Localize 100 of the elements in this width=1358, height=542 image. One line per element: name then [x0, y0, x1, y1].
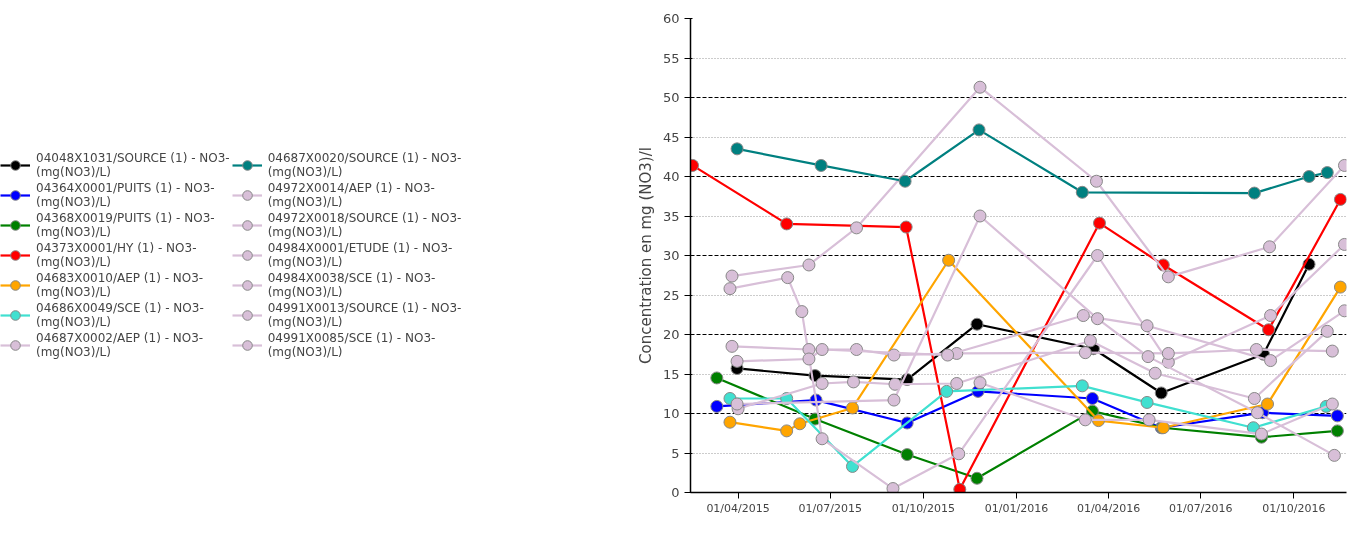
- y-tick-label: 0: [671, 485, 680, 500]
- point: [1154, 386, 1168, 400]
- y-tick-label: 55: [662, 50, 680, 66]
- y-tick-label: 60: [662, 11, 680, 26]
- point: [815, 376, 829, 390]
- point: [1140, 395, 1154, 409]
- legend-label: 04683X0010/AEP (1) - NO3- (mg(NO3)/L): [36, 271, 204, 299]
- point: [730, 354, 744, 368]
- point: [953, 482, 967, 493]
- y-tick-label: 25: [662, 287, 680, 303]
- point: [723, 282, 737, 296]
- point: [815, 432, 829, 446]
- y-tick-label: 45: [662, 129, 680, 145]
- point: [795, 305, 809, 319]
- point: [973, 80, 987, 94]
- x-tick-label: 01/07/2015: [798, 501, 862, 515]
- point: [780, 217, 794, 231]
- point: [942, 253, 956, 267]
- point: [886, 482, 900, 493]
- legend-label: 04368X0019/PUITS (1) - NO3- (mg(NO3)/L): [36, 211, 215, 239]
- y-axis-title: Concentration en mg (NO3)/l: [636, 147, 655, 364]
- point: [888, 377, 902, 391]
- x-tick-label: 01/01/2016: [984, 501, 1049, 515]
- point: [1161, 346, 1175, 360]
- y-tick-label: 35: [662, 208, 680, 224]
- point: [1090, 312, 1104, 326]
- point: [1078, 346, 1092, 360]
- point: [1330, 424, 1344, 438]
- point: [1075, 185, 1089, 199]
- point: [725, 339, 739, 353]
- point: [1161, 270, 1175, 284]
- point: [1333, 192, 1347, 206]
- point: [973, 209, 987, 223]
- point: [1089, 174, 1103, 188]
- legend-label: 04687X0002/AEP (1) - NO3- (mg(NO3)/L): [36, 331, 204, 359]
- point: [898, 174, 912, 188]
- point: [1148, 366, 1162, 380]
- point: [780, 424, 794, 438]
- point: [1247, 186, 1261, 200]
- legend-label: 04687X0020/SOURCE (1) - NO3- (mg(NO3)/L): [267, 151, 462, 179]
- point: [1325, 344, 1339, 358]
- legend-label: 04686X0049/SCE (1) - NO3- (mg(NO3)/L): [36, 301, 204, 329]
- point: [950, 376, 964, 390]
- point: [725, 269, 739, 283]
- y-tick-label: 10: [662, 406, 680, 421]
- legend-label: 04984X0001/ETUDE (1) - NO3- (mg(NO3)/L): [267, 241, 453, 269]
- legend-label: 04972X0014/AEP (1) - NO3- (mg(NO3)/L): [267, 181, 435, 209]
- point: [940, 384, 954, 398]
- point: [1142, 413, 1156, 427]
- point: [970, 317, 984, 331]
- point: [1320, 324, 1334, 338]
- point: [952, 447, 966, 461]
- y-tick-label: 30: [662, 248, 680, 263]
- point: [1085, 392, 1099, 405]
- point: [1333, 280, 1347, 294]
- point: [1325, 397, 1339, 411]
- point: [845, 401, 859, 415]
- point: [1330, 409, 1344, 423]
- point: [802, 352, 816, 366]
- point: [793, 417, 807, 431]
- legend-label: 04991X0013/SOURCE (1) - NO3- (mg(NO3)/L): [267, 301, 462, 329]
- x-tick-label: 01/04/2016: [1076, 501, 1141, 515]
- point: [802, 258, 816, 272]
- legend-label: 04972X0018/SOURCE (1) - NO3- (mg(NO3)/L): [267, 211, 462, 239]
- x-tick-label: 01/07/2016: [1169, 501, 1233, 515]
- point: [1264, 309, 1278, 323]
- x-tick-label: 01/10/2015: [891, 501, 956, 515]
- point: [814, 158, 828, 172]
- x-tick-label: 01/04/2015: [706, 501, 770, 515]
- point: [1302, 170, 1316, 183]
- point: [1247, 392, 1261, 405]
- point: [1263, 240, 1277, 254]
- y-tick-label: 5: [671, 445, 680, 461]
- point: [941, 348, 955, 362]
- point: [730, 142, 744, 156]
- point: [1327, 448, 1341, 462]
- point: [815, 343, 829, 356]
- legend-label: 04364X0001/PUITS (1) - NO3- (mg(NO3)/L): [36, 181, 215, 209]
- point: [1075, 379, 1089, 393]
- x-tick-label: 01/10/2016: [1262, 501, 1326, 515]
- y-tick-label: 15: [662, 366, 680, 382]
- point: [1090, 249, 1104, 262]
- point: [972, 123, 986, 137]
- point: [900, 448, 914, 462]
- legend-label: 04991X0085/SCE (1) - NO3- (mg(NO3)/L): [267, 331, 436, 359]
- point: [1264, 354, 1278, 368]
- point: [730, 397, 744, 411]
- point: [970, 471, 984, 485]
- point: [781, 271, 795, 285]
- point: [850, 221, 864, 235]
- point: [710, 399, 724, 413]
- y-tick-label: 20: [662, 327, 680, 342]
- point: [846, 375, 860, 389]
- point: [1078, 413, 1092, 427]
- point: [1140, 319, 1154, 333]
- point: [899, 220, 913, 234]
- point: [1083, 334, 1097, 348]
- legend-label: 04373X0001/HY (1) - NO3- (mg(NO3)/L): [36, 241, 197, 269]
- point: [1262, 323, 1276, 337]
- point: [710, 371, 724, 385]
